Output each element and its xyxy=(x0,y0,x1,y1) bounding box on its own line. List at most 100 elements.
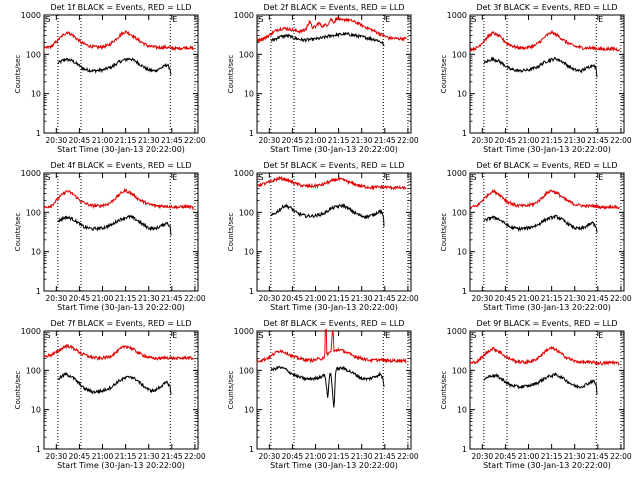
x-tick-label: 22:00 xyxy=(610,294,632,303)
x-tick-label: 21:30 xyxy=(564,452,586,461)
x-tick-label: 20:45 xyxy=(69,294,91,303)
events-series-line xyxy=(57,214,172,236)
end-marker: E xyxy=(598,15,603,24)
x-tick-label: 20:30 xyxy=(472,294,494,303)
x-tick-label: 21:30 xyxy=(351,452,373,461)
y-tick-label: 1 xyxy=(36,129,41,138)
x-tick-label: 20:30 xyxy=(46,136,68,145)
lld-series-line xyxy=(469,188,620,210)
events-series-line xyxy=(483,56,598,78)
panel-title: Det 1f BLACK = Events, RED = LLD xyxy=(50,3,191,12)
x-tick-label: 21:00 xyxy=(92,294,114,303)
detector-panel-5: Det 5f BLACK = Events, RED = LLD 1 10 100 10… xyxy=(227,161,419,312)
y-tick-label: 1 xyxy=(36,445,41,454)
plot-frame xyxy=(43,330,199,450)
x-tick-label: 20:30 xyxy=(259,136,281,145)
y-tick-label: 10 xyxy=(457,248,467,257)
plot-frame xyxy=(256,330,412,450)
plot-frame xyxy=(469,172,625,292)
x-tick-label: 21:45 xyxy=(374,294,396,303)
x-tick-label: 22:00 xyxy=(397,294,419,303)
y-tick-label: 100 xyxy=(452,208,467,217)
x-axis-label: Start Time (30-Jan-13 20:22:00) xyxy=(270,303,398,312)
x-tick-label: 20:45 xyxy=(282,136,304,145)
x-tick-label: 21:15 xyxy=(115,452,137,461)
lld-series-line xyxy=(43,187,194,211)
start-marker: S xyxy=(258,331,263,340)
x-tick-label: 21:45 xyxy=(374,136,396,145)
end-marker: E xyxy=(172,15,177,24)
y-tick-label: 1 xyxy=(462,445,467,454)
end-marker: E xyxy=(172,173,177,182)
detector-panel-9: Det 9f BLACK = Events, RED = LLD 1 10 100 10… xyxy=(440,319,632,470)
y-tick-label: 10 xyxy=(31,248,41,257)
x-tick-label: 21:00 xyxy=(92,136,114,145)
x-tick-label: 21:15 xyxy=(115,136,137,145)
panel-title: Det 2f BLACK = Events, RED = LLD xyxy=(263,3,404,12)
panel-title: Det 5f BLACK = Events, RED = LLD xyxy=(263,161,404,170)
x-tick-label: 21:15 xyxy=(328,294,350,303)
x-tick-label: 20:45 xyxy=(69,136,91,145)
y-axis-label: Counts/sec xyxy=(227,371,235,410)
x-axis-label: Start Time (30-Jan-13 20:22:00) xyxy=(483,145,611,154)
x-tick-label: 20:30 xyxy=(46,452,68,461)
x-tick-label: 20:30 xyxy=(259,452,281,461)
y-tick-label: 100 xyxy=(452,366,467,375)
detector-panel-2: Det 2f BLACK = Events, RED = LLD 1 10 100 10… xyxy=(227,3,419,154)
y-axis-label: Counts/sec xyxy=(14,371,22,410)
lld-series-line xyxy=(469,29,620,52)
plot-frame xyxy=(256,14,412,134)
panel-title: Det 4f BLACK = Events, RED = LLD xyxy=(50,161,191,170)
y-tick-label: 1 xyxy=(462,287,467,296)
start-marker: S xyxy=(471,15,476,24)
y-tick-label: 10 xyxy=(457,406,467,415)
panel-title: Det 3f BLACK = Events, RED = LLD xyxy=(476,3,617,12)
x-tick-label: 20:45 xyxy=(69,452,91,461)
y-tick-label: 100 xyxy=(239,366,254,375)
y-tick-label: 100 xyxy=(452,50,467,59)
y-tick-label: 1000 xyxy=(234,11,254,20)
detector-panel-7: Det 7f BLACK = Events, RED = LLD 1 10 100 10… xyxy=(14,319,206,470)
y-tick-label: 1 xyxy=(462,129,467,138)
events-series-line xyxy=(270,365,385,408)
x-tick-label: 21:30 xyxy=(138,136,160,145)
x-tick-label: 21:00 xyxy=(518,136,540,145)
y-axis-label: Counts/sec xyxy=(14,213,22,252)
lld-series-line xyxy=(256,175,407,191)
y-tick-label: 100 xyxy=(239,208,254,217)
start-marker: S xyxy=(258,173,263,182)
plot-frame xyxy=(43,14,199,134)
y-tick-label: 1 xyxy=(36,287,41,296)
events-series-line xyxy=(57,57,172,76)
end-marker: E xyxy=(385,331,390,340)
y-tick-label: 1000 xyxy=(21,11,41,20)
events-series-line xyxy=(483,372,598,395)
x-tick-label: 22:00 xyxy=(610,136,632,145)
x-tick-label: 20:30 xyxy=(472,452,494,461)
start-marker: S xyxy=(45,173,50,182)
start-marker: S xyxy=(471,173,476,182)
x-tick-label: 20:30 xyxy=(472,136,494,145)
y-tick-label: 100 xyxy=(26,208,41,217)
x-tick-label: 21:30 xyxy=(564,294,586,303)
detector-panel-1: Det 1f BLACK = Events, RED = LLD 1 10 100 10… xyxy=(14,3,206,154)
y-tick-label: 1000 xyxy=(21,169,41,178)
x-tick-label: 21:00 xyxy=(92,452,114,461)
y-tick-label: 10 xyxy=(244,248,254,257)
x-tick-label: 20:45 xyxy=(495,452,517,461)
x-axis-label: Start Time (30-Jan-13 20:22:00) xyxy=(483,461,611,470)
lld-series-line xyxy=(256,15,407,43)
x-tick-label: 22:00 xyxy=(397,452,419,461)
y-axis-label: Counts/sec xyxy=(227,55,235,94)
x-tick-label: 21:15 xyxy=(541,452,563,461)
x-tick-label: 21:30 xyxy=(351,294,373,303)
lld-series-line xyxy=(469,345,620,366)
x-axis-label: Start Time (30-Jan-13 20:22:00) xyxy=(270,145,398,154)
panel-title: Det 6f BLACK = Events, RED = LLD xyxy=(476,161,617,170)
events-series-line xyxy=(57,372,172,395)
x-tick-label: 21:45 xyxy=(161,452,183,461)
y-axis-label: Counts/sec xyxy=(440,371,448,410)
y-tick-label: 10 xyxy=(244,90,254,99)
lld-series-line xyxy=(256,328,407,364)
x-tick-label: 21:30 xyxy=(138,452,160,461)
